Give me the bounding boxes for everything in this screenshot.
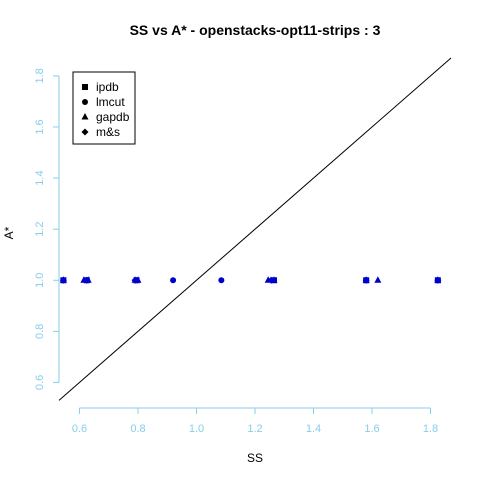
legend-label: m&s: [96, 125, 120, 139]
data-point-circle: [170, 277, 177, 284]
y-ticks: 0.6 0.8 1.0 1.2 1.4 1.6 1.8: [34, 68, 59, 390]
data-point-diamond: [59, 276, 67, 284]
legend-marker-diamond: [81, 128, 89, 136]
legend-marker-square: [82, 84, 88, 90]
legend-marker-circle: [82, 99, 88, 105]
x-tick-label: 0.6: [72, 423, 87, 435]
y-tick-label: 0.8: [34, 324, 46, 339]
data-points: [59, 276, 442, 284]
data-point-diamond: [434, 276, 442, 284]
legend-label: gapdb: [96, 110, 130, 124]
legend-label: ipdb: [96, 80, 119, 94]
y-tick-label: 1.0: [34, 273, 46, 288]
x-tick-label: 1.4: [306, 423, 321, 435]
x-tick-label: 0.8: [130, 423, 145, 435]
reference-diagonal-line: [58, 57, 452, 401]
y-tick-label: 0.6: [34, 375, 46, 390]
x-axis-label: SS: [247, 451, 263, 465]
data-point-diamond: [267, 276, 275, 284]
data-point-circle: [218, 277, 225, 284]
y-tick-label: 1.8: [34, 68, 46, 83]
x-tick-label: 1.8: [423, 423, 438, 435]
chart-title: SS vs A* - openstacks-opt11-strips : 3: [130, 22, 381, 38]
x-tick-label: 1.0: [189, 423, 204, 435]
data-point-diamond: [131, 276, 139, 284]
data-point-triangle: [374, 276, 382, 283]
y-tick-label: 1.6: [34, 119, 46, 134]
legend-label: lmcut: [96, 95, 125, 109]
data-point-diamond: [362, 276, 370, 284]
x-ticks: 0.6 0.8 1.0 1.2 1.4 1.6 1.8: [72, 408, 438, 435]
y-axis-label: A*: [2, 226, 16, 239]
y-tick-label: 1.2: [34, 222, 46, 237]
x-axis: 0.6 0.8 1.0 1.2 1.4 1.6 1.8: [72, 407, 438, 435]
data-point-diamond: [83, 276, 91, 284]
x-tick-label: 1.6: [364, 423, 379, 435]
legend-marker-triangle: [81, 113, 89, 120]
y-axis: 0.6 0.8 1.0 1.2 1.4 1.6 1.8: [34, 68, 60, 390]
x-tick-label: 1.2: [247, 423, 262, 435]
y-tick-label: 1.4: [34, 170, 46, 185]
